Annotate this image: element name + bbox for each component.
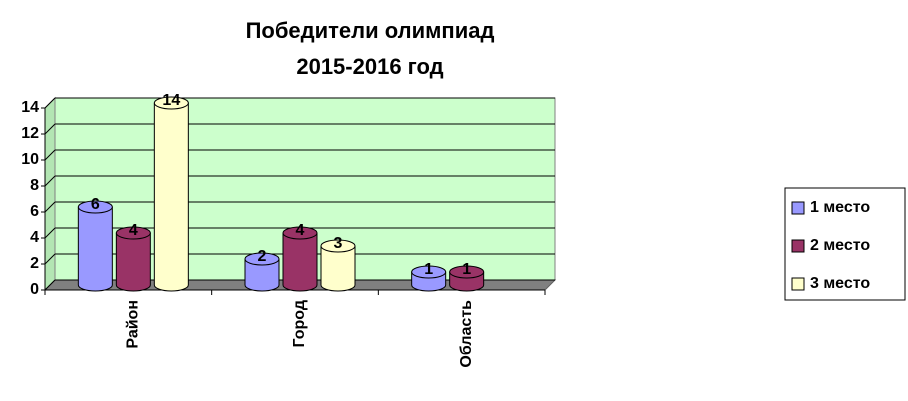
value-label: 6 <box>91 196 100 213</box>
grid-line <box>44 97 56 109</box>
bar-top <box>282 226 318 240</box>
legend-label: 1 место <box>810 199 870 216</box>
bar <box>153 102 189 292</box>
y-tick-label: 0 <box>30 281 39 298</box>
x-tick-label: Район <box>125 300 142 349</box>
grid-line <box>44 149 56 161</box>
bar <box>282 232 318 292</box>
y-tick-label: 4 <box>30 229 39 246</box>
legend-swatch <box>791 201 805 215</box>
bar <box>244 258 280 292</box>
x-tick-label: Город <box>291 300 308 348</box>
grid-line <box>44 201 56 213</box>
bar <box>115 232 151 292</box>
value-label: 1 <box>424 261 433 278</box>
value-label: 4 <box>129 222 138 239</box>
legend-label: 2 место <box>810 237 870 254</box>
bar <box>77 206 113 292</box>
y-tick-label: 14 <box>21 99 39 116</box>
y-tick-label: 2 <box>30 255 39 272</box>
grid-line <box>44 227 56 239</box>
grid-line <box>44 253 56 265</box>
bar-top <box>411 265 447 279</box>
value-label: 3 <box>334 235 343 252</box>
x-tick-label: Область <box>458 300 475 368</box>
chart-title: 2015-2016 год <box>296 54 443 79</box>
y-tick-label: 8 <box>30 177 39 194</box>
legend-swatch <box>791 277 805 291</box>
y-tick-label: 6 <box>30 203 39 220</box>
legend-label: 3 место <box>810 275 870 292</box>
grid-line <box>44 279 56 291</box>
value-label: 1 <box>462 261 471 278</box>
legend-box <box>784 187 906 301</box>
bar <box>320 245 356 292</box>
y-tick-label: 10 <box>21 151 39 168</box>
bar-top <box>153 96 189 110</box>
value-label: 2 <box>258 248 267 265</box>
bar-top <box>115 226 151 240</box>
bar-top <box>320 239 356 253</box>
grid-line <box>44 123 56 135</box>
bar-top <box>244 252 280 266</box>
y-tick-label: 12 <box>21 125 39 142</box>
bar-top <box>77 200 113 214</box>
value-label: 4 <box>296 222 305 239</box>
value-label: 14 <box>162 92 180 109</box>
side-wall <box>44 96 56 292</box>
grid-line <box>44 175 56 187</box>
bar-top <box>449 265 485 279</box>
chart-title: Победители олимпиад <box>246 18 495 43</box>
legend-swatch <box>791 239 805 253</box>
